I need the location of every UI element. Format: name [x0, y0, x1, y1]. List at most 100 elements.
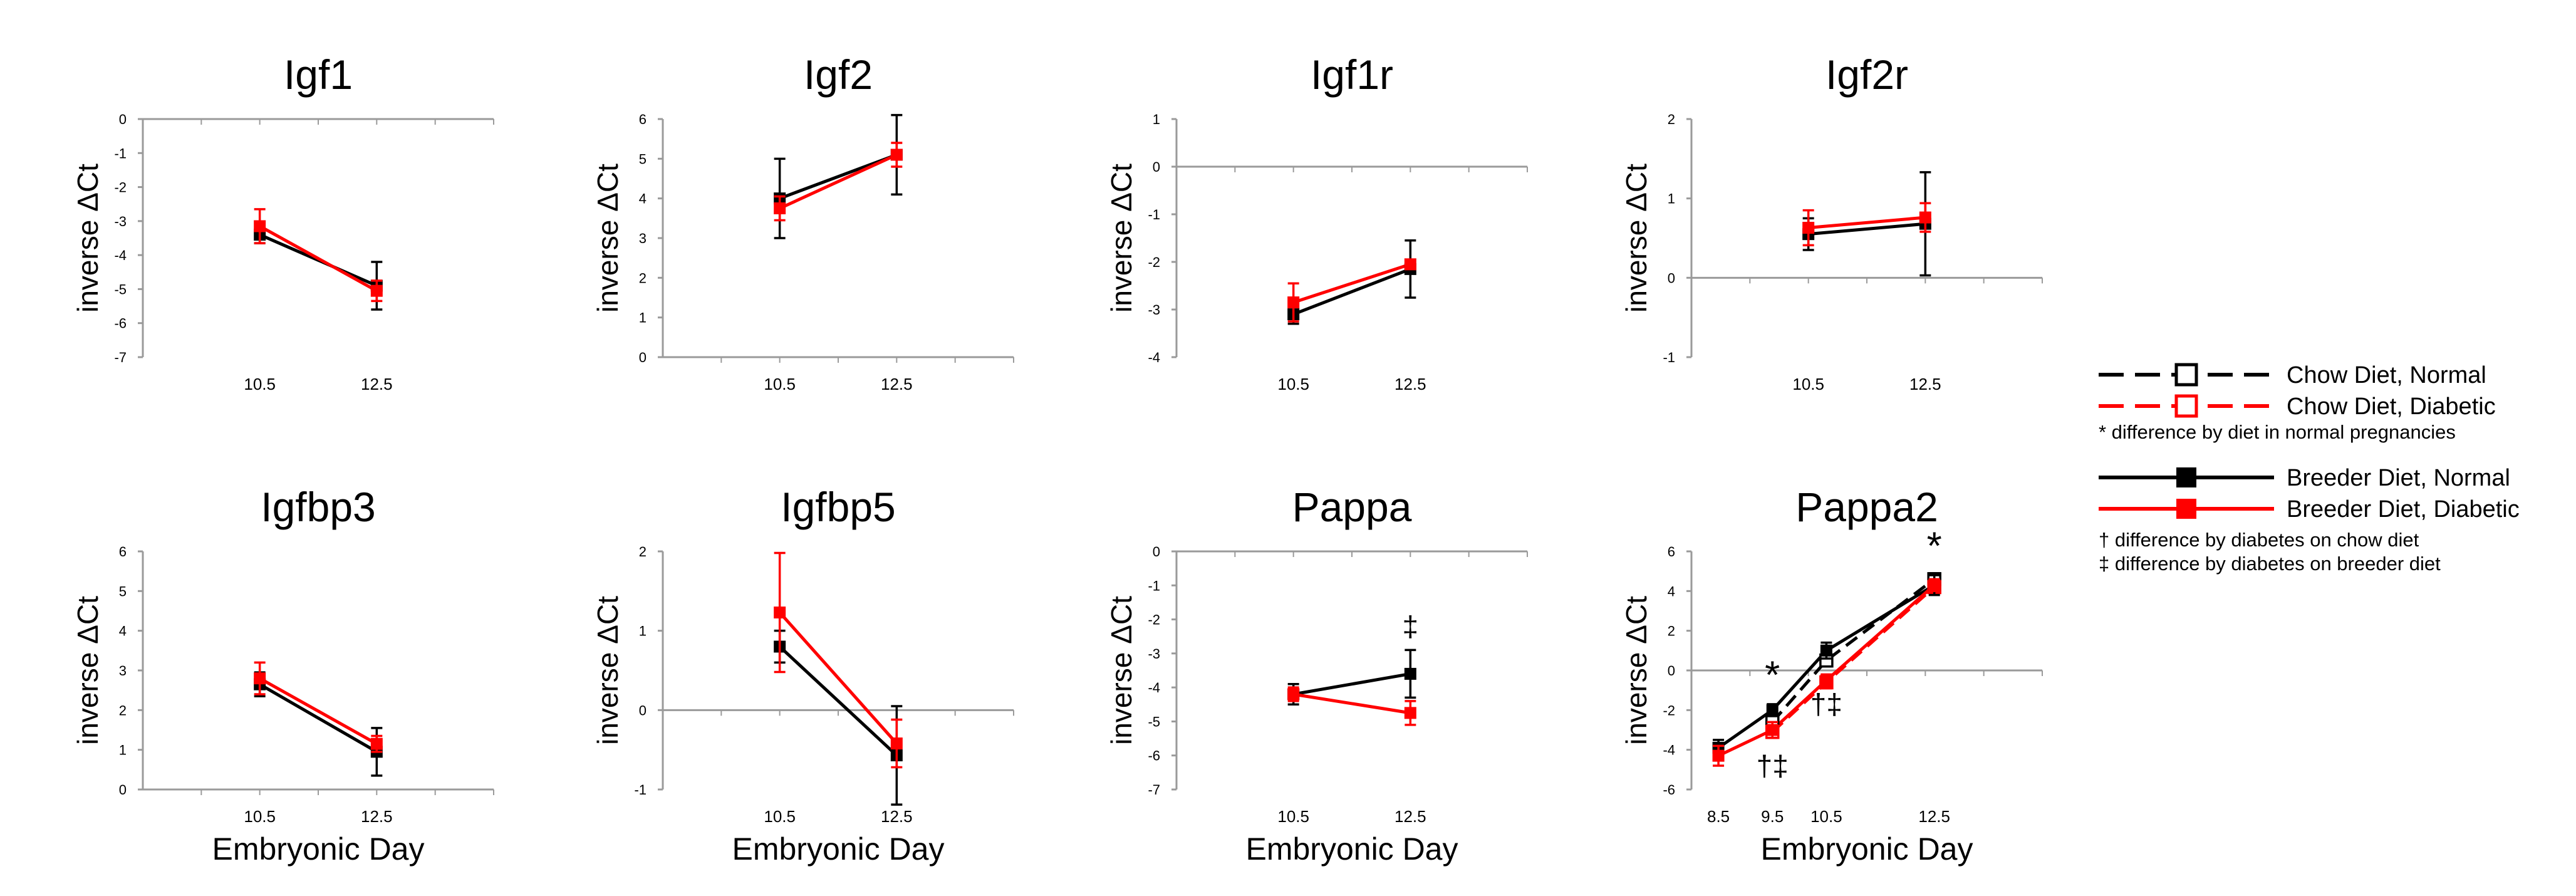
data-point	[1928, 579, 1941, 591]
series-line	[259, 224, 378, 293]
panel-igf1r: Igf1r inverse ΔCt -4 -3 -2 -1 0 1 10.5 12.5	[1105, 51, 1528, 393]
y-tick-label: -1	[1148, 578, 1160, 593]
panel-pappa2: Pappa2 inverse ΔCt -6 -4 -2 0 2 4 6 8.5 9.5 10.5 12.…	[1620, 484, 2043, 867]
y-tick-label: 0	[1153, 159, 1160, 175]
y-tick-label: 0	[1668, 270, 1675, 286]
y-tick-label: -4	[1148, 680, 1160, 695]
y-axis-label: inverse ΔCt	[1620, 164, 1653, 313]
y-tick-label: 1	[1668, 191, 1675, 207]
data-point	[774, 202, 786, 214]
y-tick-label: 6	[639, 112, 647, 127]
panel-title: Igf2	[804, 51, 873, 98]
legend-item: Breeder Diet, Diabetic	[2099, 496, 2520, 523]
data-point	[890, 737, 903, 750]
y-tick-label: 2	[1668, 623, 1675, 639]
x-tick-label: 12.5	[1394, 807, 1426, 826]
panel-igfbp5: Igfbp5 inverse ΔCt -1 0 1 2 10.5 12.5 Embryonic …	[591, 484, 1014, 867]
y-tick-label: -3	[114, 214, 127, 229]
y-tick-label: 2	[639, 270, 647, 286]
legend-label: Chow Diet, Diabetic	[2287, 393, 2496, 420]
x-tick-label: 10.5	[1792, 375, 1824, 393]
data-point	[1287, 688, 1300, 701]
legend-item: Chow Diet, Normal	[2099, 362, 2486, 388]
series-line	[1293, 672, 1411, 696]
legend-item: Chow Diet, Diabetic	[2099, 393, 2496, 420]
y-tick-label: -3	[1148, 646, 1160, 662]
data-point	[1404, 707, 1416, 719]
legend-marker	[2176, 499, 2196, 519]
series-line	[1771, 586, 1936, 734]
y-tick-label: 4	[119, 623, 127, 639]
series-line	[259, 677, 378, 746]
y-tick-label: -2	[114, 180, 127, 195]
series-line	[1292, 268, 1411, 316]
y-tick-label: -6	[114, 316, 127, 331]
panel-title: Igf1r	[1311, 51, 1393, 98]
panel-title: Igf1	[284, 51, 353, 98]
series-line	[1292, 263, 1411, 304]
y-tick-label: -6	[1663, 782, 1675, 798]
panel-title: Igf2r	[1826, 51, 1908, 98]
y-tick-label: 4	[1668, 583, 1675, 599]
x-tick-label: 12.5	[881, 375, 913, 393]
y-tick-label: 0	[1668, 663, 1675, 679]
y-tick-label: 6	[1668, 544, 1675, 560]
y-tick-label: 3	[639, 231, 647, 246]
x-tick-label: 10.5	[1277, 375, 1309, 393]
y-tick-label: 6	[119, 544, 127, 560]
legend-marker	[2174, 394, 2198, 418]
y-tick-label: 0	[639, 702, 647, 718]
legend-note: * difference by diet in normal pregnanci…	[2099, 421, 2456, 443]
legend: Chow Diet, Normal Chow Diet, Diabetic* di…	[2099, 362, 2520, 575]
y-tick-label: 0	[119, 112, 127, 127]
data-point	[1287, 296, 1300, 309]
y-tick-label: 2	[639, 544, 647, 560]
panel-igfbp3: Igfbp3 inverse ΔCt 0 1 2 3 4 5 6 10.5 12.5 Embryoni…	[71, 484, 494, 867]
x-tick-label: 12.5	[1394, 375, 1426, 393]
data-point	[1712, 749, 1725, 762]
y-tick-label: 4	[639, 191, 647, 207]
series-line	[1808, 216, 1926, 230]
x-tick-label: 12.5	[1918, 807, 1950, 826]
significance-mark: *	[1765, 654, 1780, 697]
legend-note: † difference by diabetes on chow diet	[2099, 529, 2419, 551]
x-axis-label: Embryonic Day	[1246, 831, 1458, 867]
y-axis-label: inverse ΔCt	[1620, 596, 1653, 745]
panel-igf2r: Igf2r inverse ΔCt -1 0 1 2 10.5 12.5	[1620, 51, 2043, 393]
y-tick-label: -2	[1148, 254, 1160, 270]
y-tick-label: -4	[1663, 742, 1675, 758]
significance-mark: ‡	[1403, 610, 1419, 643]
y-tick-label: -6	[1148, 748, 1160, 764]
data-point	[1820, 644, 1832, 657]
legend-label: Chow Diet, Normal	[2287, 362, 2486, 388]
y-tick-label: -1	[1663, 350, 1675, 365]
y-tick-label: 1	[119, 742, 127, 758]
data-point	[370, 737, 383, 750]
series-line	[778, 611, 898, 745]
panel-title: Igfbp5	[781, 484, 896, 530]
legend-marker	[2174, 363, 2198, 387]
x-tick-label: 10.5	[244, 375, 276, 393]
x-axis-label: Embryonic Day	[212, 831, 425, 867]
series-line	[259, 683, 378, 753]
y-tick-label: 3	[119, 663, 127, 679]
y-tick-label: -5	[114, 281, 127, 297]
x-tick-label: 10.5	[244, 807, 276, 826]
y-tick-label: 2	[1668, 112, 1675, 127]
x-tick-label: 10.5	[1277, 807, 1309, 826]
significance-mark: †‡	[1810, 688, 1842, 721]
x-axis-label: Embryonic Day	[732, 831, 945, 867]
y-axis-label: inverse ΔCt	[1105, 164, 1138, 313]
data-point	[1766, 704, 1779, 716]
series-line	[1293, 692, 1411, 715]
data-point	[890, 148, 903, 161]
y-tick-label: -2	[1663, 702, 1675, 718]
panel-pappa: Pappa inverse ΔCt -7 -6 -5 -4 -3 -2 -1 0 10.5 12.5 E…	[1105, 484, 1528, 867]
data-point	[254, 672, 266, 685]
series-line	[779, 153, 898, 210]
data-point	[1404, 667, 1416, 680]
y-tick-label: 0	[1153, 544, 1160, 560]
legend-label: Breeder Diet, Diabetic	[2287, 496, 2520, 523]
legend-item: Breeder Diet, Normal	[2099, 465, 2510, 491]
